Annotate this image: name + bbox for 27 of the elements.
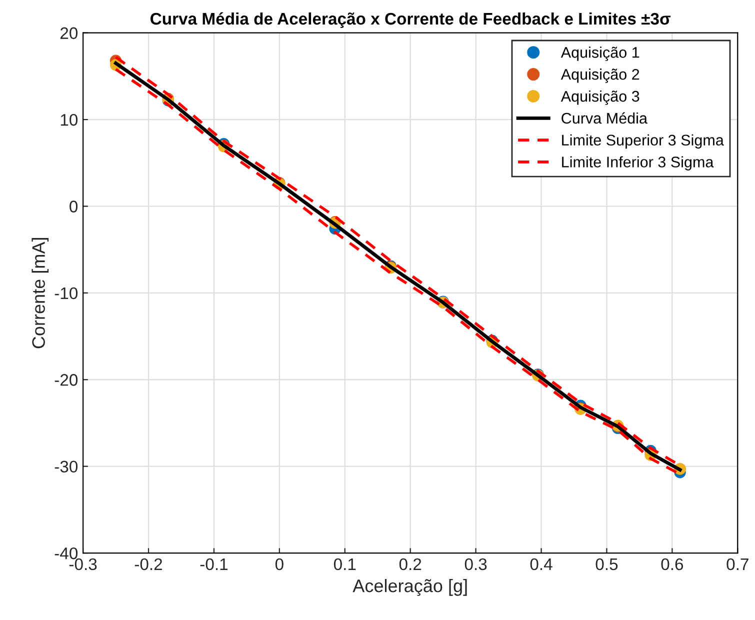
legend-label: Limite Superior 3 Sigma [562,134,724,149]
y-tick-label: -30 [54,460,78,473]
y-tick-label: -10 [54,287,78,300]
legend-label: Limite Inferior 3 Sigma [562,156,714,170]
x-tick-label: 0.3 [464,558,487,570]
legend-label: Aquisição 2 [560,68,640,83]
legend-label: Aquisição 1 [560,46,640,61]
x-tick-label: 0 [275,558,284,570]
x-tick-label: -0.3 [69,558,97,570]
y-tick-label: 20 [60,27,78,40]
x-tick-label: 0.7 [726,558,748,570]
y-tick-label: 10 [60,114,78,126]
x-axis-title: Aceleração [g] [352,578,467,596]
x-tick-label: 0.5 [596,558,618,570]
x-tick-label: 0.6 [661,558,684,570]
y-tick-label: -20 [54,374,78,386]
x-tick-label: 0.1 [334,558,356,570]
x-tick-label: -0.1 [200,558,228,570]
y-axis-title: Corrente [mA] [32,238,49,348]
y-tick-label: 0 [70,200,78,212]
x-tick-label: 0.4 [530,558,552,570]
y-tick-label: -40 [54,547,78,560]
chart-title: Curva Média de Aceleração x Corrente de Feedback e Limites ±3σ [150,12,671,28]
legend-label: Curva Média [562,112,648,124]
x-tick-label: 0.2 [399,558,422,570]
x-tick-label: -0.2 [134,558,162,570]
legend-label: Aquisição 3 [560,90,640,105]
